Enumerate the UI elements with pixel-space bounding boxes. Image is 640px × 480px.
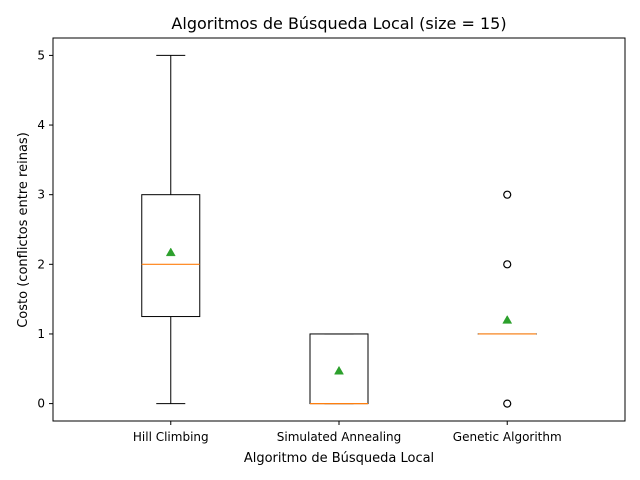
outlier-point [503, 260, 512, 269]
y-axis-label: Costo (conflictos entre reinas) [16, 132, 31, 328]
outlier-point [503, 399, 512, 408]
x-axis-label: Algoritmo de Búsqueda Local [244, 451, 434, 466]
plot-area [141, 54, 537, 408]
mean-marker [334, 365, 344, 375]
y-tick-label: 1 [37, 327, 45, 341]
y-tick-label: 0 [37, 397, 45, 411]
x-tick-label: Hill Climbing [133, 430, 209, 444]
x-tick-label: Genetic Algorithm [453, 430, 562, 444]
outlier-point [503, 190, 512, 199]
box [141, 194, 201, 318]
mean-marker [502, 315, 513, 324]
plot-frame [52, 37, 626, 422]
y-tick-label: 4 [37, 118, 45, 132]
chart-title: Algoritmos de Búsqueda Local (size = 15) [171, 14, 506, 33]
mean-marker [165, 247, 176, 257]
y-tick-label: 5 [37, 48, 45, 62]
y-tick-label: 3 [37, 188, 45, 202]
y-tick-label: 2 [37, 257, 45, 271]
x-tick-label: Simulated Annealing [277, 430, 402, 444]
